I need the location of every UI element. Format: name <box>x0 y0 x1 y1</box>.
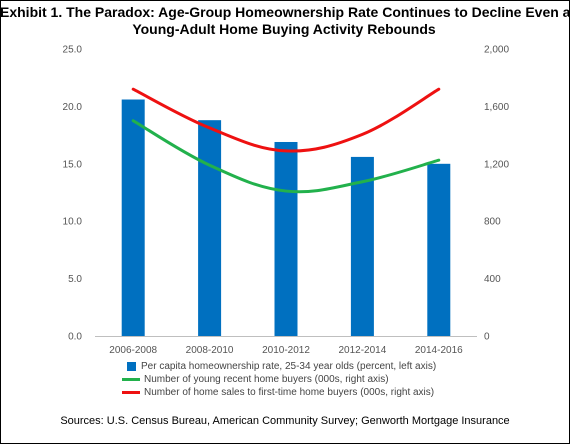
left-axis-tick-label: 0.0 <box>68 332 82 343</box>
legend-item-young-buyers: Number of young recent home buyers (000s… <box>122 373 436 386</box>
right-axis-tick-label: 1,600 <box>484 102 509 113</box>
line-first-time-buyers <box>131 87 441 153</box>
bar-homeownership <box>121 99 145 337</box>
chart-title-line-2: Young-Adult Home Buying Activity Rebound… <box>132 21 436 37</box>
bar-homeownership <box>350 156 374 336</box>
left-axis-tick-label: 25.0 <box>63 45 83 56</box>
chart-legend: Per capita homeownership rate, 25-34 yea… <box>122 360 436 399</box>
left-axis-tick-label: 5.0 <box>68 274 82 285</box>
bar-homeownership <box>427 163 451 336</box>
x-axis-tick-label: 2012-2014 <box>338 345 386 356</box>
legend-label-young-buyers: Number of young recent home buyers (000s… <box>144 374 389 385</box>
right-axis-tick-label: 800 <box>484 217 501 228</box>
line-young-recent-buyers <box>131 119 441 194</box>
right-axis-tick-label: 0 <box>484 332 490 343</box>
x-axis-tick-label: 2006-2008 <box>109 345 157 356</box>
legend-swatch-green-line <box>122 378 140 381</box>
x-axis-tick-label: 2014-2016 <box>415 345 463 356</box>
chart-title: Exhibit 1. The Paradox: Age-Group Homeow… <box>0 4 570 38</box>
chart-title-line-1: Exhibit 1. The Paradox: Age-Group Homeow… <box>0 4 570 20</box>
left-axis-tick-label: 10.0 <box>63 217 83 228</box>
legend-swatch-red-line <box>122 391 140 394</box>
right-axis-tick-label: 400 <box>484 274 501 285</box>
source-note: Sources: U.S. Census Bureau, American Co… <box>60 415 510 427</box>
legend-item-first-time: Number of home sales to first-time home … <box>122 386 436 399</box>
left-axis-tick-label: 15.0 <box>63 159 83 170</box>
legend-label-homeownership: Per capita homeownership rate, 25-34 yea… <box>141 361 437 372</box>
x-axis-tick-label: 2008-2010 <box>186 345 234 356</box>
left-axis-tick-label: 20.0 <box>63 102 83 113</box>
right-axis-tick-label: 1,200 <box>484 159 509 170</box>
x-axis-tick-label: 2010-2012 <box>262 345 310 356</box>
right-axis-tick-label: 2,000 <box>484 45 509 56</box>
bar-homeownership <box>274 141 298 336</box>
legend-swatch-bar <box>127 362 136 371</box>
bar-homeownership <box>198 120 222 337</box>
legend-item-homeownership: Per capita homeownership rate, 25-34 yea… <box>122 360 436 373</box>
legend-label-first-time: Number of home sales to first-time home … <box>144 387 435 398</box>
